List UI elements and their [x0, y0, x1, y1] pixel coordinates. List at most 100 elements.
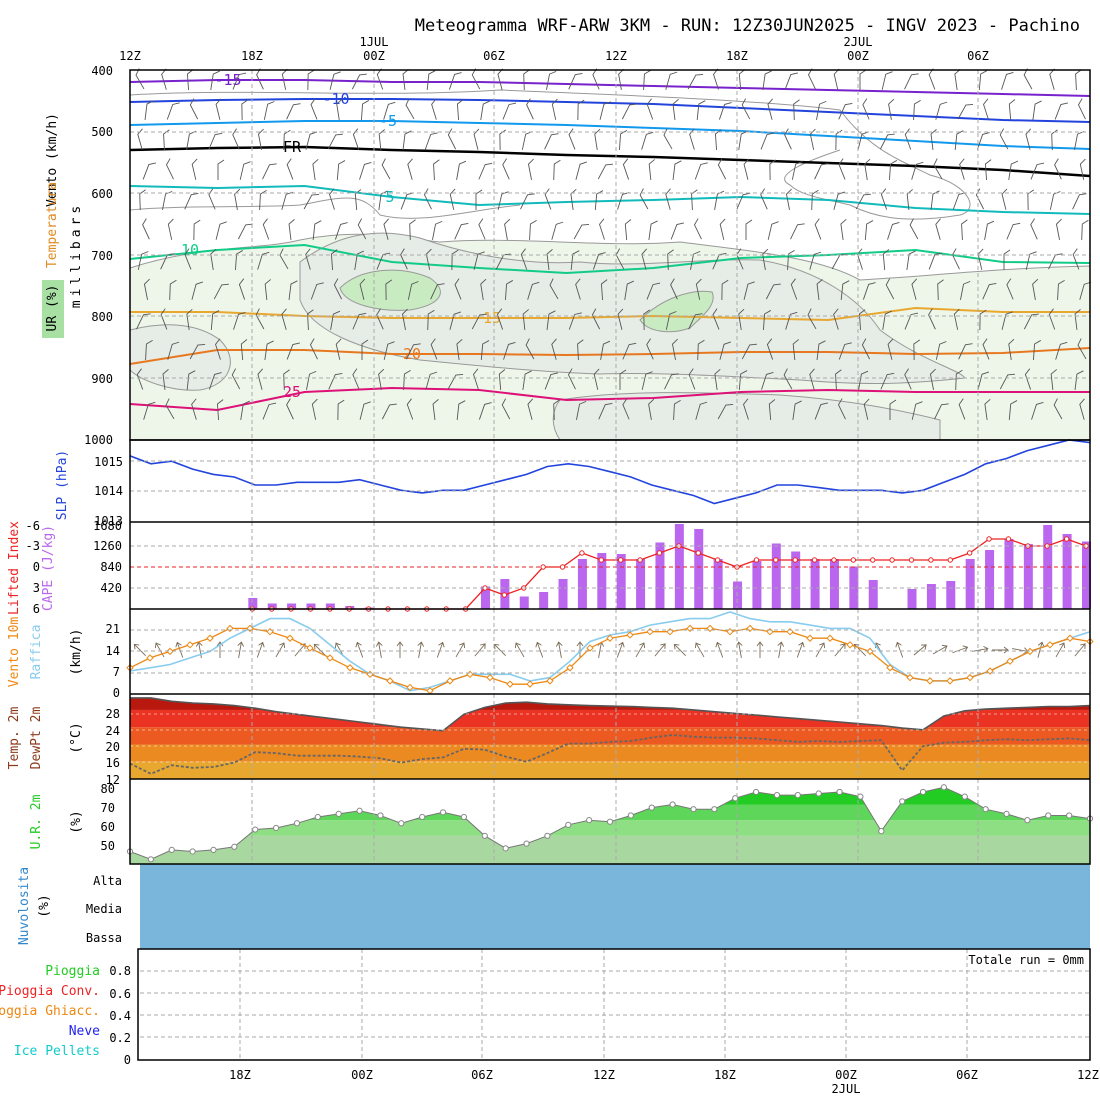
- wind10m-point: [826, 634, 834, 642]
- wind-arrow: [256, 641, 265, 658]
- wind-barb: [689, 128, 695, 150]
- wind-barb: [351, 73, 367, 90]
- wind-barb: [982, 338, 990, 360]
- wind-barb: [430, 338, 438, 360]
- wind-barb: [688, 313, 703, 330]
- wind-barb: [478, 218, 486, 240]
- wind-arrow: [715, 641, 724, 658]
- wind-barb: [432, 220, 443, 240]
- wind-barb: [568, 73, 583, 90]
- wind-barb: [598, 403, 613, 420]
- wind-arrow: [555, 641, 563, 658]
- contour-label-5: 5: [385, 188, 394, 206]
- wind-barb: [697, 339, 705, 361]
- top-tick-1: 18Z: [241, 49, 263, 63]
- wind-barb: [237, 223, 253, 240]
- wind-barb: [665, 71, 678, 90]
- wind10m-point: [1046, 641, 1054, 649]
- temp-tick-12: 12: [106, 773, 120, 787]
- temp-line: [130, 697, 1091, 732]
- wind-barb: [329, 188, 335, 210]
- wind-barb: [621, 103, 637, 120]
- rh-point: [231, 843, 238, 850]
- contour-label--5: -5: [379, 112, 397, 130]
- wind-barb: [208, 188, 216, 210]
- wind10m-point: [966, 673, 974, 682]
- wind-barb: [546, 249, 553, 270]
- cape-bar: [325, 603, 335, 609]
- wind-barb: [471, 68, 481, 90]
- wind-barb: [783, 368, 793, 390]
- wind-arrow: [313, 643, 326, 656]
- wind-panel: Vento 10m Raffica (km/h) 21 14 7 0: [7, 611, 1094, 700]
- wind-barb: [762, 248, 769, 270]
- wind-barb: [594, 190, 604, 211]
- wind-barb: [714, 190, 725, 210]
- slp-panel: SLP (hPa) 1015 1014 1013: [55, 439, 1091, 528]
- wind-barb: [262, 218, 270, 240]
- wind-arrow: [895, 641, 904, 658]
- wind-barb: [673, 399, 681, 421]
- wind-barb: [885, 278, 895, 300]
- cape-bar: [946, 581, 956, 609]
- wind-barb: [305, 131, 318, 150]
- wind-barb: [887, 338, 894, 360]
- contour-15: [130, 306, 1090, 322]
- wind-barb: [549, 278, 559, 300]
- wind10m-point: [846, 641, 854, 649]
- wind-barb: [618, 130, 628, 151]
- wind-barb: [1001, 72, 1014, 90]
- wind-barb: [286, 158, 294, 180]
- wind-barb: [142, 218, 150, 240]
- wind-barb: [671, 338, 678, 360]
- wind-barb: [760, 188, 768, 210]
- wind-arrow: [294, 643, 306, 657]
- rh-point: [940, 784, 948, 791]
- li-point: [1063, 536, 1070, 542]
- cape-bar: [713, 559, 723, 609]
- cape-panel: Lifted Index CAPE (J/kg) -6 -3 0 3 6 168…: [7, 519, 1091, 616]
- wind-barb: [984, 398, 991, 420]
- wind-barb: [286, 398, 294, 420]
- li-series: [249, 536, 1089, 612]
- wind-arrow: [514, 642, 525, 658]
- rh-point: [252, 826, 259, 833]
- wind-barb: [738, 130, 748, 150]
- wind-arrows: [133, 641, 1086, 658]
- wind-barb: [1072, 193, 1087, 210]
- rh-point: [314, 813, 321, 821]
- temp-tick-28: 28: [106, 707, 120, 721]
- wind-barb: [527, 398, 534, 420]
- wind-barb: [670, 278, 678, 300]
- wind-barb: [288, 280, 298, 300]
- cape-bar: [829, 559, 839, 609]
- wind-barb: [784, 72, 799, 90]
- li-line: [252, 538, 1087, 610]
- wind-barb: [913, 99, 921, 121]
- wind-barb: [1057, 279, 1065, 301]
- wind10m-point: [426, 687, 434, 695]
- wind-barb: [688, 368, 696, 390]
- wind-barb: [424, 132, 438, 150]
- rh-point: [961, 793, 968, 800]
- wind-barb: [961, 219, 968, 241]
- wind-arrow: [654, 643, 666, 657]
- top-time-axis: 12Z 18Z 1JUL 00Z 06Z 12Z 18Z 2JUL 00Z 06…: [119, 35, 989, 63]
- wind-barb: [952, 192, 966, 210]
- li-tick-2: 0: [33, 560, 40, 574]
- precip-tick-02: 0.2: [109, 1031, 131, 1045]
- rh-unit-label: (%): [69, 810, 84, 833]
- wind-barb: [953, 308, 960, 330]
- wind-barb: [592, 68, 600, 90]
- wind-barb: [719, 341, 732, 360]
- wind-barb: [432, 399, 439, 420]
- wind-barb: [551, 338, 557, 360]
- wind-barb: [496, 308, 504, 330]
- li-point: [811, 557, 818, 563]
- wind-barb: [929, 368, 936, 390]
- wind-barb: [793, 99, 800, 121]
- wind-barb: [191, 398, 197, 420]
- wind-barb: [762, 70, 772, 90]
- rh-point: [439, 809, 447, 816]
- bottom-tick-5: 00Z: [835, 1068, 857, 1082]
